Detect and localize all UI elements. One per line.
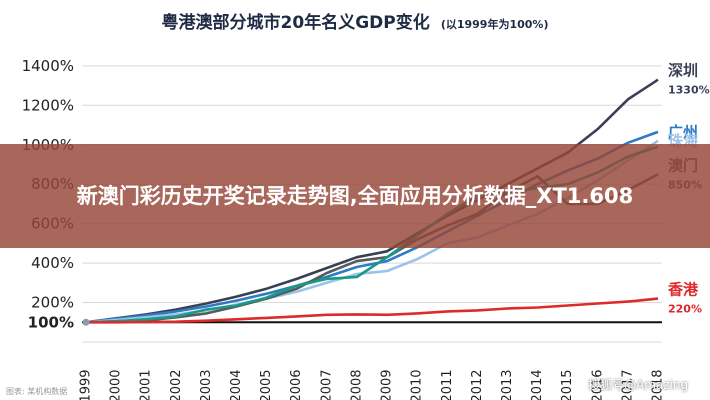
y-tick-label: 400%	[31, 254, 74, 272]
chart-title: 粤港澳部分城市20年名义GDP变化	[161, 13, 430, 33]
series-name-label: 广州	[668, 123, 698, 141]
series-line	[86, 297, 659, 324]
x-tick-label: 2009	[380, 369, 395, 400]
series-end-value-label: 1330%	[668, 84, 710, 97]
y-tick-label: 200%	[31, 294, 74, 312]
x-tick-label: 2005	[259, 369, 274, 400]
x-tick-label: 2006	[289, 369, 304, 400]
start-point-marker	[82, 318, 90, 326]
y-tick-label: 100%	[28, 313, 74, 331]
x-tick-label: 2004	[229, 369, 244, 400]
watermark: 搜狐号@Amazing	[588, 378, 689, 392]
x-tick-label: 2018	[651, 369, 666, 400]
y-tick-label: 1200%	[22, 96, 74, 114]
x-tick-label: 2003	[199, 369, 214, 400]
x-tick-label: 2007	[319, 369, 334, 400]
x-tick-label: 2001	[139, 369, 154, 400]
x-tick-label: 2014	[530, 369, 545, 400]
chart-title-block: 粤港澳部分城市20年名义GDP变化 (以1999年为100%)	[0, 8, 710, 33]
x-tick-label: 2010	[410, 369, 425, 400]
series-name-label: 香港	[668, 281, 699, 299]
x-tick-label: 2017	[620, 369, 635, 400]
x-tick-label: 2013	[500, 369, 515, 400]
x-tick-label: 2015	[560, 369, 575, 400]
x-tick-label: 2000	[109, 369, 124, 400]
y-tick-label: 1400%	[22, 57, 74, 75]
x-tick-label: 2011	[440, 369, 455, 400]
x-tick-label: 2012	[470, 369, 485, 400]
x-tick-label: 2008	[349, 369, 364, 400]
x-tick-label: 2016	[590, 369, 605, 400]
source-note: 图表: 某机构数据	[6, 387, 68, 396]
chart-subtitle: (以1999年为100%)	[440, 18, 549, 31]
series-name-label: 深圳	[668, 62, 698, 80]
x-tick-label: 1999	[79, 369, 94, 400]
overlay-banner: 新澳门彩历史开奖记录走势图,全面应用分析数据_XT1.608	[0, 144, 710, 248]
banner-text: 新澳门彩历史开奖记录走势图,全面应用分析数据_XT1.608	[76, 183, 634, 208]
series-end-value-label: 220%	[668, 303, 702, 316]
x-tick-label: 2002	[169, 369, 184, 400]
